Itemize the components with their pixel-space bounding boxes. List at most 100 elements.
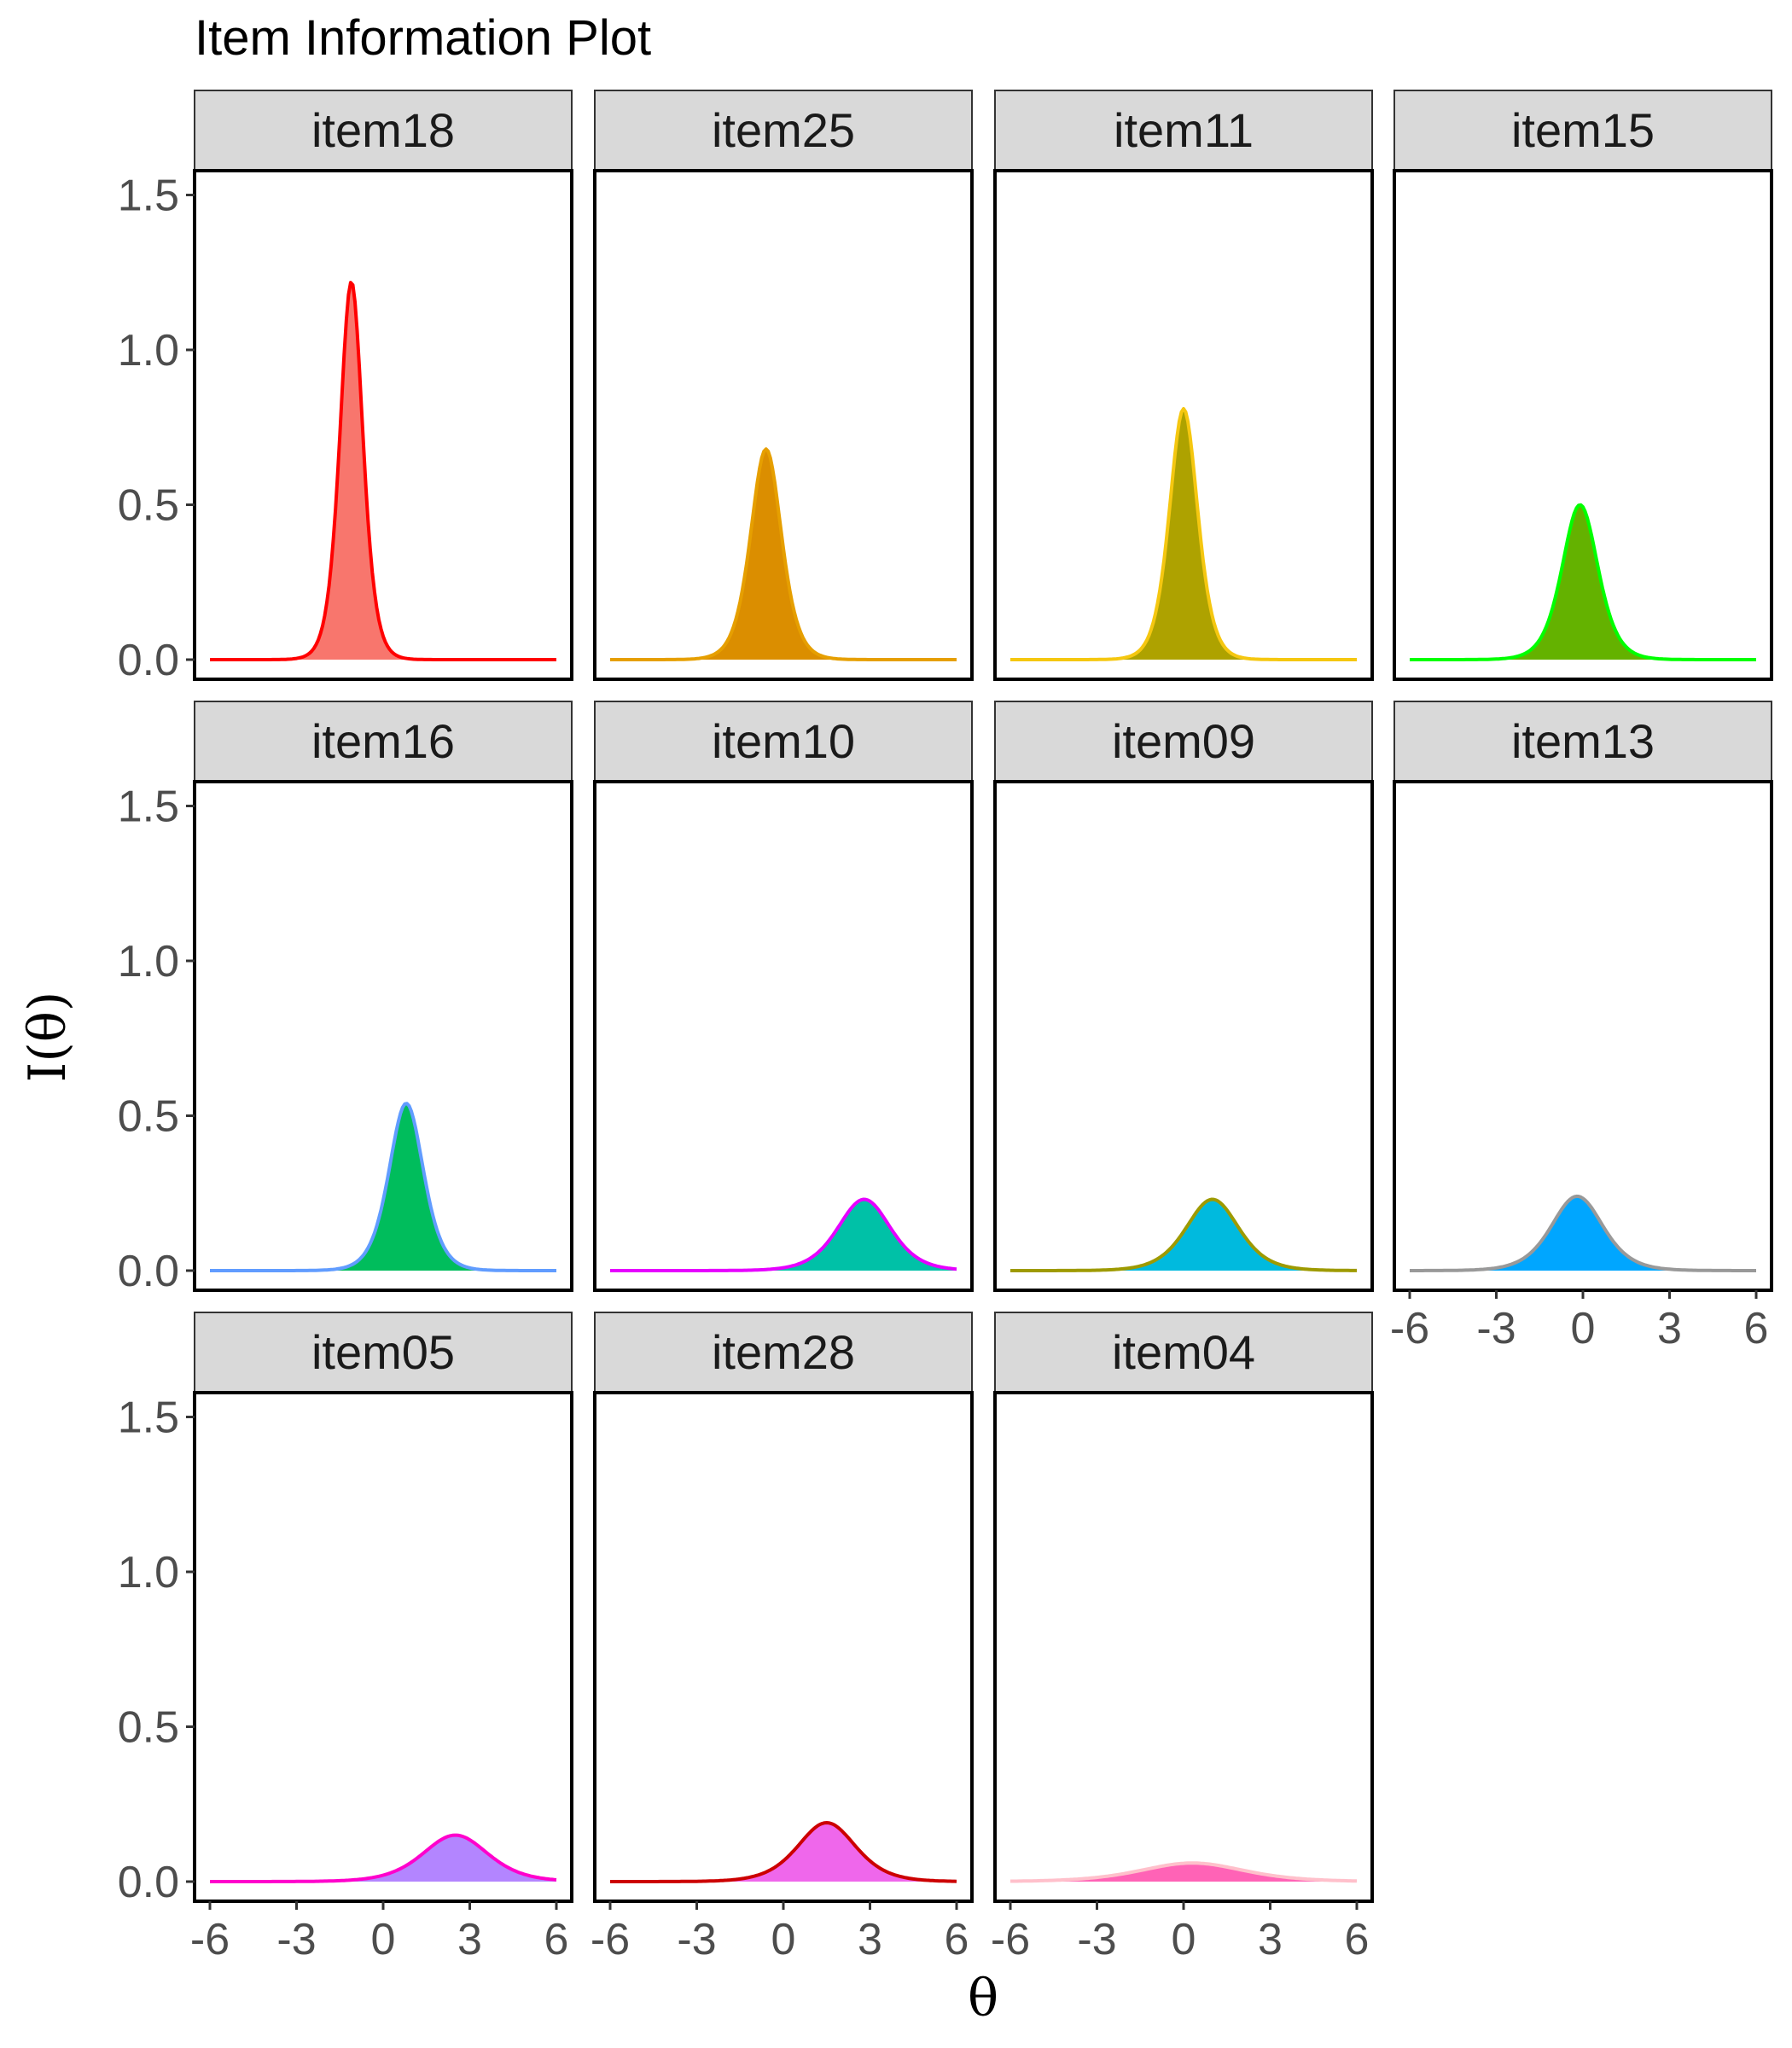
panel-border [1393,169,1773,681]
x-tick-label: -3 [276,1915,316,1964]
panel-border [193,169,573,681]
info-area-item13 [1410,1196,1756,1271]
facet-item05: item05 0.0 0.5 1.0 1.5 -6 -3 0 3 6 [118,1312,573,1964]
y-tick-label: 1.5 [118,1393,179,1443]
y-tick-label: 1.0 [118,1548,179,1597]
y-tick-label: 0.0 [118,1247,179,1296]
panel-border [593,169,974,681]
facet-item25: item25 [593,90,974,681]
info-area-item16 [210,1103,556,1271]
x-tick-label: -6 [190,1915,230,1964]
strip-label: item28 [712,1325,855,1379]
info-area-item05 [210,1835,556,1882]
info-area-item11 [1010,409,1357,660]
strip-label: item25 [712,103,855,157]
x-tick-label: 0 [371,1915,396,1964]
facet-item13: item13 -6 -3 0 3 6 [1390,701,1773,1353]
x-tick-label: 0 [771,1915,796,1964]
strip-label: item04 [1112,1325,1255,1379]
panel-background [995,782,1372,1290]
facet-item11: item11 [993,90,1374,681]
strip-label: item11 [1114,103,1254,157]
strip-background [994,90,1373,172]
strip-label: item05 [311,1325,455,1379]
info-line-item04 [1010,1861,1358,1883]
chart-title: Item Information Plot [195,10,651,66]
strip-background [594,90,973,172]
strip-label: item16 [311,714,455,768]
x-tick-label: 6 [1744,1304,1769,1353]
strip-background [994,701,1373,783]
x-axis-title: θ [968,1969,998,2028]
info-line-item05 [210,1833,557,1883]
strip-background [1393,90,1772,172]
facet-item18: item18 0.0 0.5 1.0 1.5 [118,90,573,685]
y-tick-label: 1.0 [118,326,179,375]
x-tick-label: -3 [1476,1304,1516,1353]
y-tick-label: 1.0 [118,937,179,986]
strip-background [594,701,973,783]
panel-border [193,780,573,1292]
strip-background [194,90,573,172]
info-line-item13 [1410,1194,1756,1272]
x-tick-label: 3 [858,1915,882,1964]
strip-label: item15 [1511,103,1655,157]
strip-background [994,1312,1373,1393]
panel-background [195,171,572,679]
info-area-item10 [610,1199,957,1271]
x-tick-label: 6 [544,1915,569,1964]
facet-item15: item15 [1393,90,1773,681]
y-tick-label: 1.5 [118,783,179,832]
y-tick-label: 0.5 [118,1092,179,1142]
x-tick-label: -6 [1390,1304,1429,1353]
panel-background [995,1393,1372,1901]
info-line-item25 [610,447,957,661]
panel-border [993,169,1374,681]
info-line-item28 [610,1821,957,1883]
panel-background [595,1393,972,1901]
y-tick-label: 1.5 [118,172,179,221]
x-tick-label: 0 [1571,1304,1596,1353]
x-tick-label: 6 [1345,1915,1370,1964]
strip-background [194,1312,573,1393]
info-line-item15 [1410,503,1756,661]
strip-label: item10 [712,714,855,768]
x-tick-label: 0 [1172,1915,1196,1964]
facet-panels: item18 0.0 0.5 1.0 1.5 item25 item11 item15 item… [118,90,1773,1964]
y-tick-label: 0.0 [118,636,179,685]
info-line-item16 [210,1102,556,1272]
facet-item16: item16 0.0 0.5 1.0 1.5 [118,701,573,1296]
panel-background [195,1393,572,1901]
x-tick-label: 3 [457,1915,482,1964]
y-tick-label: 0.5 [118,481,179,531]
info-area-item09 [1010,1199,1357,1271]
panel-background [595,782,972,1290]
strip-label: item18 [311,103,455,157]
facet-item09: item09 [993,701,1374,1292]
panel-border [593,780,974,1292]
panel-border [993,780,1374,1292]
facet-item28: item28 -6 -3 0 3 6 [591,1312,974,1964]
x-tick-label: 3 [1657,1304,1682,1353]
info-line-item11 [1010,407,1357,661]
x-tick-label: 3 [1258,1915,1283,1964]
x-tick-label: -3 [1077,1915,1116,1964]
y-axis-title: I(θ) [18,992,78,1083]
x-tick-label: -6 [591,1915,630,1964]
facet-item10: item10 [593,701,974,1292]
info-line-item18 [210,281,556,661]
strip-background [1393,701,1772,783]
strip-label: item09 [1112,714,1255,768]
info-area-item15 [1410,504,1756,660]
info-area-item28 [610,1823,957,1882]
info-area-item04 [1010,1863,1357,1882]
y-tick-label: 0.0 [118,1858,179,1907]
info-line-item10 [610,1197,957,1272]
x-tick-label: -6 [991,1915,1030,1964]
strip-label: item13 [1511,714,1655,768]
x-tick-label: 6 [945,1915,969,1964]
facet-item04: item04 -6 -3 0 3 6 [991,1312,1374,1964]
info-line-item09 [1010,1197,1357,1272]
x-tick-label: -3 [677,1915,716,1964]
